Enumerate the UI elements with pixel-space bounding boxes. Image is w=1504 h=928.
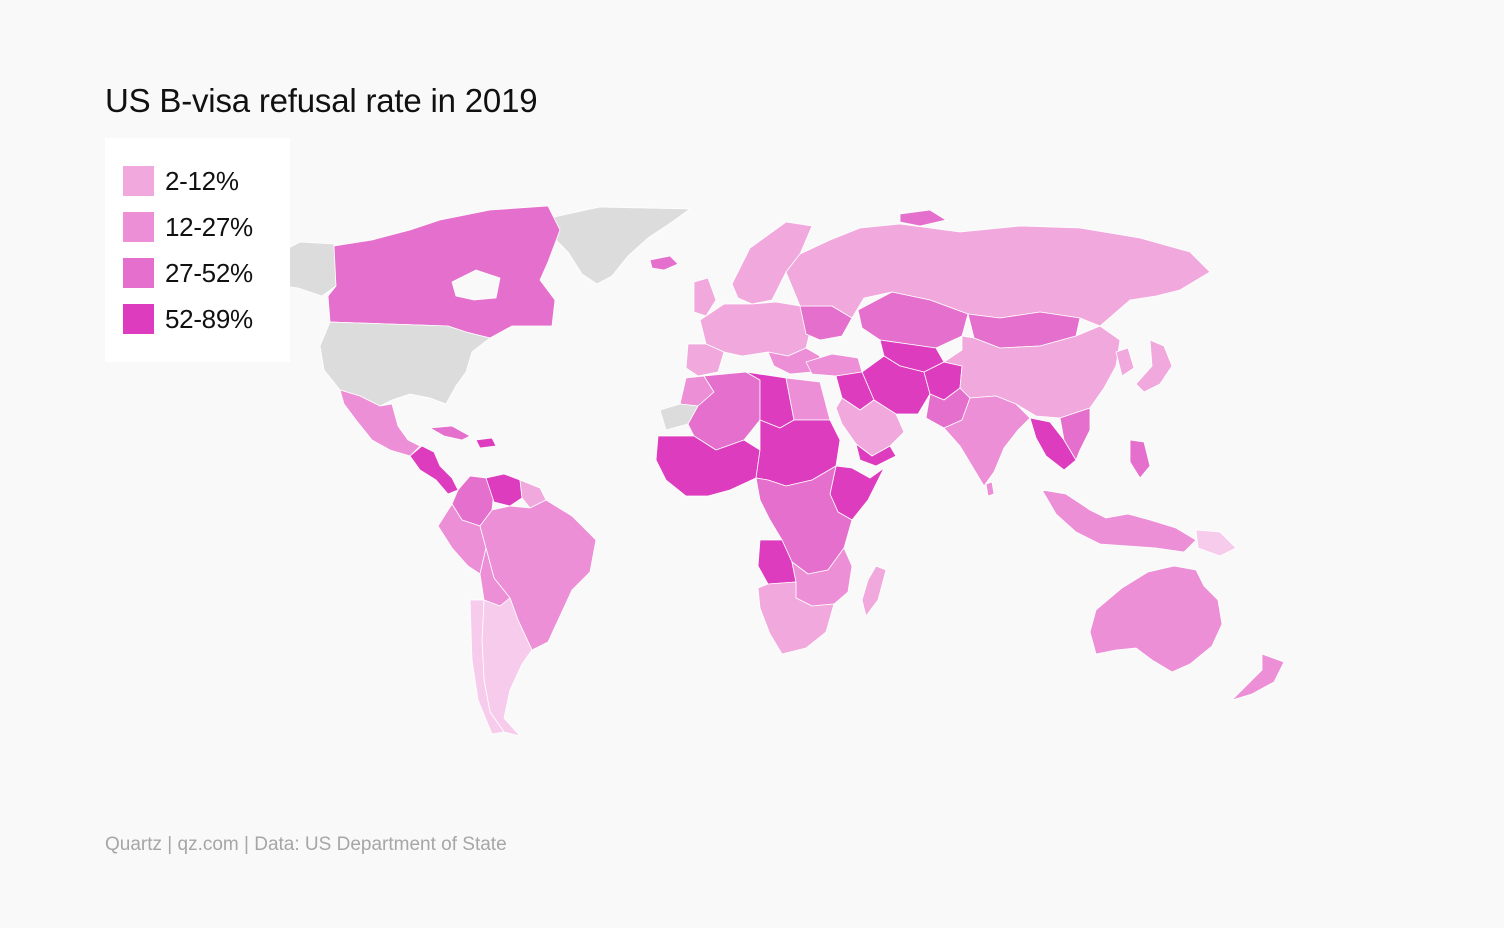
legend-swatch bbox=[123, 212, 154, 242]
legend-label: 2-12% bbox=[165, 165, 239, 196]
legend-item-52-89: 52-89% bbox=[123, 304, 253, 334]
country-india bbox=[943, 395, 1031, 487]
country-chile bbox=[469, 599, 505, 735]
country-cuba bbox=[429, 425, 471, 441]
country-philippines bbox=[1129, 439, 1151, 479]
source-credit: Quartz | qz.com | Data: US Department of… bbox=[105, 834, 507, 855]
country-hudson-bay bbox=[451, 269, 501, 301]
country-svalbard bbox=[899, 209, 947, 227]
country-hispaniola bbox=[475, 437, 497, 449]
legend-swatch bbox=[123, 166, 154, 196]
country-mexico bbox=[339, 389, 421, 457]
country-papua-new-guinea bbox=[1195, 529, 1237, 557]
country-usa bbox=[319, 321, 491, 407]
legend-swatch bbox=[123, 258, 154, 288]
country-russia bbox=[785, 223, 1211, 327]
country-new-zealand bbox=[1231, 653, 1285, 701]
legend-swatch bbox=[123, 304, 154, 334]
legend: 2-12% 12-27% 27-52% 52-89% bbox=[105, 138, 290, 362]
country-uk bbox=[693, 277, 717, 317]
country-iberia bbox=[685, 343, 725, 377]
country-thailand-vietnam bbox=[1059, 407, 1091, 461]
country-canada bbox=[327, 205, 561, 339]
country-iceland bbox=[649, 255, 679, 271]
country-japan bbox=[1135, 339, 1173, 393]
legend-item-12-27: 12-27% bbox=[123, 212, 253, 242]
legend-label: 12-27% bbox=[165, 211, 253, 242]
country-kazakhstan bbox=[857, 291, 969, 349]
country-egypt bbox=[785, 377, 831, 421]
legend-item-27-52: 27-52% bbox=[123, 258, 253, 288]
country-australia bbox=[1089, 565, 1223, 673]
page-title: US B-visa refusal rate in 2019 bbox=[105, 82, 538, 119]
legend-label: 27-52% bbox=[165, 257, 253, 288]
country-western-europe bbox=[699, 301, 813, 357]
country-yemen bbox=[855, 443, 897, 467]
country-central-africa bbox=[755, 465, 853, 575]
country-madagascar bbox=[861, 565, 887, 617]
country-greenland bbox=[539, 206, 691, 285]
country-korea bbox=[1115, 347, 1135, 377]
country-central-america bbox=[409, 445, 459, 495]
legend-item-2-12: 2-12% bbox=[123, 166, 239, 196]
country-west-africa bbox=[655, 435, 761, 497]
country-south-africa bbox=[757, 581, 835, 655]
legend-label: 52-89% bbox=[165, 303, 253, 334]
country-myanmar-laos bbox=[1029, 417, 1077, 471]
country-sri-lanka bbox=[985, 481, 995, 497]
country-malaysia-indonesia bbox=[1041, 489, 1197, 553]
